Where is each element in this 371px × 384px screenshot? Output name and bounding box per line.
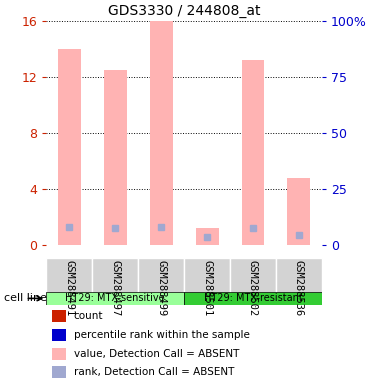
Bar	[52, 310, 66, 322]
FancyBboxPatch shape	[276, 258, 322, 305]
Bar	[52, 348, 66, 360]
FancyBboxPatch shape	[184, 258, 230, 305]
Title: GDS3330 / 244808_at: GDS3330 / 244808_at	[108, 4, 260, 18]
FancyBboxPatch shape	[184, 292, 322, 305]
Text: GSM288499: GSM288499	[156, 260, 166, 316]
Text: GSM288491: GSM288491	[64, 260, 74, 316]
Text: HT29: MTX-sensitive: HT29: MTX-sensitive	[65, 293, 165, 303]
Bar	[150, 21, 173, 245]
Text: count: count	[74, 311, 103, 321]
Text: rank, Detection Call = ABSENT: rank, Detection Call = ABSENT	[74, 367, 234, 377]
Bar	[52, 329, 66, 341]
Text: GSM288501: GSM288501	[202, 260, 212, 316]
Bar	[58, 49, 81, 245]
FancyBboxPatch shape	[230, 258, 276, 305]
Text: GSM288502: GSM288502	[248, 260, 258, 316]
Text: percentile rank within the sample: percentile rank within the sample	[74, 330, 250, 340]
Bar	[242, 60, 265, 245]
Bar	[104, 70, 127, 245]
FancyBboxPatch shape	[92, 258, 138, 305]
FancyBboxPatch shape	[46, 258, 92, 305]
Text: HT29: MTX-resistant: HT29: MTX-resistant	[204, 293, 302, 303]
Text: GSM288497: GSM288497	[110, 260, 120, 316]
Text: cell line: cell line	[4, 293, 47, 303]
FancyBboxPatch shape	[138, 258, 184, 305]
Text: value, Detection Call = ABSENT: value, Detection Call = ABSENT	[74, 349, 239, 359]
Bar	[52, 366, 66, 378]
Bar	[196, 228, 219, 245]
Bar	[288, 178, 311, 245]
Text: GSM288536: GSM288536	[294, 260, 304, 316]
FancyBboxPatch shape	[46, 292, 184, 305]
